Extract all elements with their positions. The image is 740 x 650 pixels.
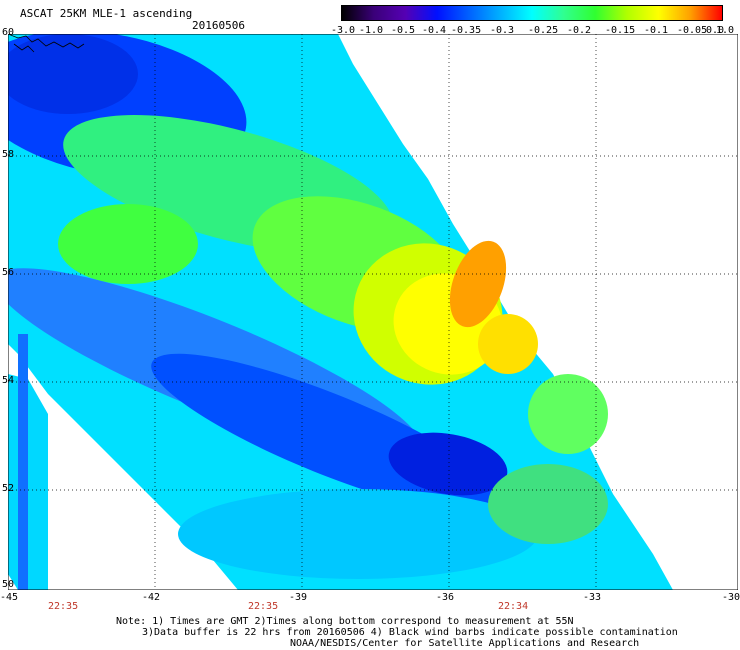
lat-label: 58 [2,149,15,160]
chart-title: ASCAT 25KM MLE-1 ascending [20,7,193,20]
time-label: 22:35 [248,601,279,612]
lat-label: 56 [2,267,15,278]
colorbar-label: -0.2 [567,25,592,36]
lat-label: 52 [2,483,15,494]
time-label: 22:35 [48,601,79,612]
wind-swath [8,34,673,590]
footer-note-2: 3)Data buffer is 22 hrs from 20160506 4)… [142,627,678,638]
colorbar-label: -0.5 [391,25,416,36]
colorbar-label: -0.35 [451,25,482,36]
colorbar-label: -3.0 [331,25,356,36]
colorbar-label: -0.1 [644,25,669,36]
lon-label: -45 [0,592,19,603]
lon-label: -30 [722,592,740,603]
time-label: 22:34 [498,601,529,612]
chart-date: 20160506 [192,19,245,32]
colorbar-label: -0.4 [422,25,447,36]
colorbar-label: -0.3 [490,25,515,36]
footer-note-1: Note: 1) Times are GMT 2)Times along bot… [116,616,574,627]
colorbar-label: 1.0 [716,25,735,36]
grid-lines [8,34,738,590]
lon-label: -42 [142,592,161,603]
colorbar [341,5,723,21]
lat-label: 60 [2,27,15,38]
colorbar-label: -1.0 [359,25,384,36]
footer-note-3: NOAA/NESDIS/Center for Satellite Applica… [290,638,640,649]
lat-label: 54 [2,375,15,386]
lon-label: -33 [583,592,602,603]
colorbar-label: -0.25 [528,25,559,36]
colorbar-label: 0.0 [706,25,725,36]
map-plot [8,34,738,590]
coastline [8,34,85,53]
colorbar-label: -0.05 [677,25,708,36]
lon-label: -39 [289,592,308,603]
lon-label: -36 [436,592,455,603]
lat-label: 50 [2,579,15,590]
colorbar-label: -0.15 [605,25,636,36]
